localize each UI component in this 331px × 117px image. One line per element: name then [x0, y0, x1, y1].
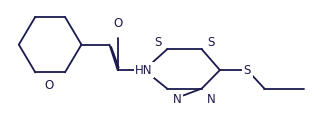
Text: N: N: [207, 93, 215, 106]
Text: HN: HN: [135, 64, 153, 77]
Text: S: S: [207, 36, 215, 49]
Text: O: O: [113, 17, 122, 30]
Text: O: O: [45, 79, 54, 92]
Text: S: S: [244, 64, 251, 77]
Text: N: N: [173, 93, 181, 106]
Text: S: S: [155, 36, 162, 49]
